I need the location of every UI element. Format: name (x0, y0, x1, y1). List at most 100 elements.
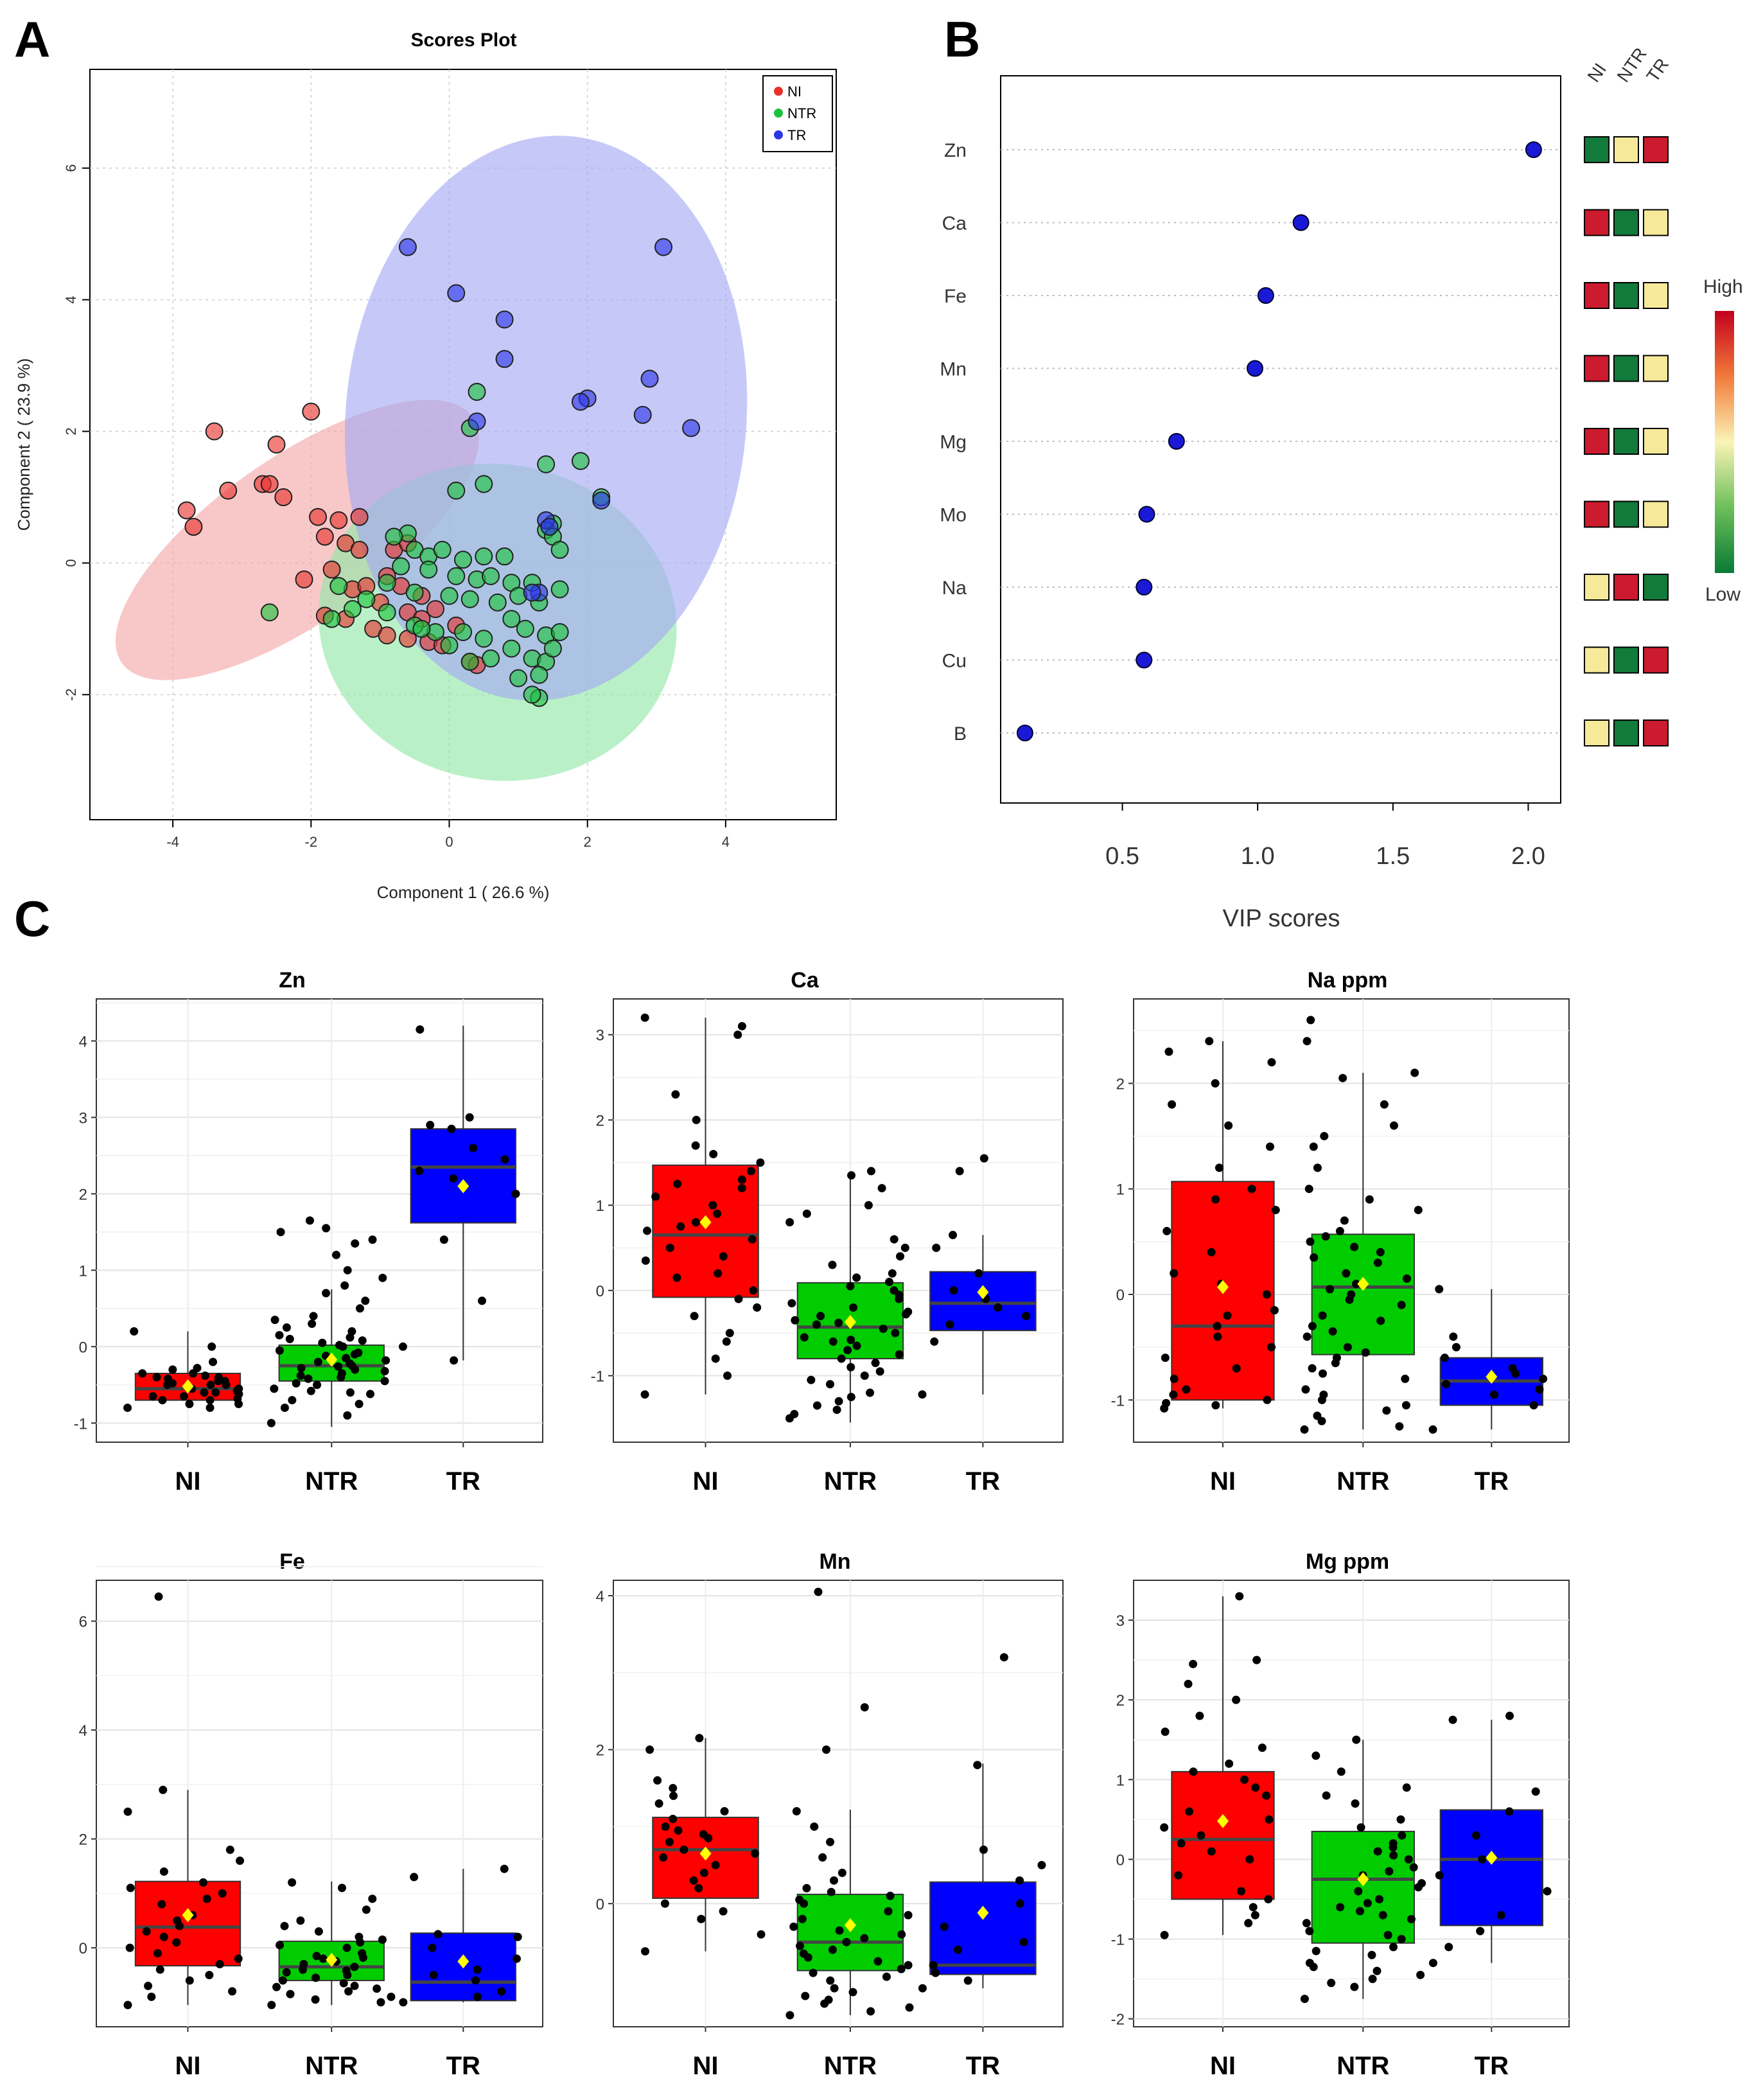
boxplot-jitter-point (1304, 1185, 1313, 1194)
boxplot-ytick-label: 3 (79, 1109, 87, 1127)
boxplot-jitter-point (830, 1984, 839, 1993)
boxplot-jitter-point (511, 1189, 520, 1198)
boxplot-jitter-point (1244, 1919, 1253, 1928)
boxplot-ytick-label: 4 (79, 1033, 87, 1050)
boxplot-jitter-point (1350, 1982, 1359, 1991)
boxplot-jitter-point (904, 1961, 913, 1970)
boxplot-jitter-point (711, 1860, 720, 1869)
boxplot-jitter-point (954, 1945, 963, 1954)
boxplot-jitter-point (267, 2000, 276, 2009)
boxplot-jitter-point (1396, 1815, 1405, 1824)
boxplot-jitter-point (200, 1372, 209, 1380)
boxplot-title: Mn (819, 1549, 850, 1574)
boxplot-jitter-point (1356, 1907, 1365, 1916)
boxplot-jitter-point (270, 1384, 279, 1393)
boxplot-jitter-point (123, 1403, 132, 1412)
boxplot-jitter-point (1414, 1206, 1423, 1215)
boxplot-jitter-point (214, 1373, 223, 1382)
heatmap-cell (1643, 282, 1669, 309)
boxplot-jitter-point (228, 1987, 237, 1996)
heatmap-column-label: NTR (1613, 44, 1651, 86)
score-point-ntr (495, 547, 514, 566)
score-point-tr (447, 284, 466, 303)
boxplot-jitter-point (1345, 1295, 1354, 1304)
boxplot-jitter-point (689, 1876, 698, 1885)
boxplot-jitter-point (288, 1396, 297, 1405)
boxplot-category-label: TR (966, 1467, 1000, 1496)
boxplot-jitter-point (1019, 1937, 1028, 1946)
boxplot-jitter-point (1322, 1791, 1331, 1800)
boxplot-jitter-point (358, 1336, 367, 1345)
score-point-tr (682, 419, 701, 437)
boxplot-jitter-point (1267, 1343, 1276, 1352)
boxplot-jitter-point (1382, 1406, 1391, 1415)
boxplot-jitter-point (368, 1894, 377, 1903)
boxplot-jitter-point (1270, 1306, 1279, 1315)
score-point-tr (654, 238, 673, 256)
boxplot-jitter-point (1452, 1343, 1460, 1352)
heatmap-cell (1613, 574, 1639, 601)
boxplot-jitter-point (202, 1894, 211, 1903)
boxplot-jitter-point (340, 1281, 349, 1290)
boxplot-jitter-point (837, 1354, 846, 1363)
heatmap-cell (1613, 282, 1639, 309)
score-point-ntr (419, 560, 438, 579)
boxplot-jitter-point (378, 1273, 387, 1282)
boxplot-jitter-point (125, 1943, 134, 1952)
boxplot-jitter-point (123, 2000, 132, 2009)
boxplot-jitter-point (1389, 1943, 1398, 1952)
boxplot-mean-marker (326, 1952, 338, 1967)
boxplot-jitter-point (691, 1218, 700, 1227)
boxplot-jitter-point (882, 1972, 891, 1981)
boxplot-jitter-point (351, 1239, 360, 1248)
boxplot-jitter-point (653, 1776, 662, 1785)
vip-plot-xlabel: VIP scores (1222, 905, 1340, 932)
scores-plot-legend: NI NTR TR (762, 75, 833, 152)
boxplot-jitter-point (152, 1373, 161, 1382)
boxplot-jitter-point (478, 1296, 487, 1305)
boxplot-jitter-point (334, 1362, 343, 1371)
boxplot-jitter-point (1302, 1919, 1311, 1928)
score-point-ni (295, 570, 313, 589)
boxplot-jitter-point (286, 1990, 295, 1999)
boxplot-jitter-point (654, 1799, 663, 1808)
boxplot-jitter-point (1476, 1927, 1485, 1936)
boxplot-jitter-point (1161, 1354, 1170, 1363)
score-point-ni (329, 511, 348, 529)
boxplot-jitter-point (849, 1303, 858, 1312)
boxplot-jitter-point (1168, 1100, 1177, 1109)
boxplot-jitter-point (866, 1167, 875, 1176)
boxplot-jitter-point (380, 1377, 389, 1386)
boxplot-jitter-point (473, 1992, 482, 2001)
boxplot-jitter-point (233, 1394, 242, 1403)
boxplot-jitter-point (426, 1120, 435, 1129)
boxplot-jitter-point (1189, 1767, 1198, 1776)
score-point-ntr (440, 636, 459, 655)
boxplot-jitter-point (1401, 1374, 1410, 1383)
boxplot-jitter-point (1306, 1237, 1315, 1246)
boxplot-ytick-label: 1 (1116, 1181, 1125, 1199)
boxplot-jitter-point (1207, 1847, 1216, 1856)
boxplot-jitter-point (895, 1350, 904, 1359)
boxplot-ytick-label: 0 (79, 1940, 87, 1957)
boxplot-jitter-point (798, 1914, 807, 1923)
boxplot-title: Ca (791, 968, 820, 993)
boxplot-jitter-point (676, 1222, 685, 1231)
boxplot-jitter-point (1223, 1311, 1232, 1320)
boxplot-jitter-point (838, 1868, 846, 1877)
boxplot-category-label: NI (693, 2052, 719, 2080)
boxplot-jitter-point (339, 1979, 348, 1988)
boxplot-jitter-point (318, 1338, 327, 1347)
boxplot-jitter-point (1378, 1910, 1387, 1919)
score-point-ntr (322, 610, 341, 628)
boxplot-ytick-label: 2 (1116, 1692, 1125, 1709)
boxplot-jitter-point (832, 1406, 841, 1415)
boxplot-jitter-point (877, 1184, 886, 1193)
score-point-tr (495, 310, 514, 329)
vip-plot-points (1016, 141, 1542, 741)
boxplot-jitter-point (368, 1235, 377, 1244)
boxplot-jitter-point (376, 1998, 385, 2007)
boxplot-jitter-point (860, 1703, 869, 1712)
boxplot-jitter-point (1213, 1332, 1222, 1341)
boxplot-jitter-point (1311, 1946, 1320, 1955)
